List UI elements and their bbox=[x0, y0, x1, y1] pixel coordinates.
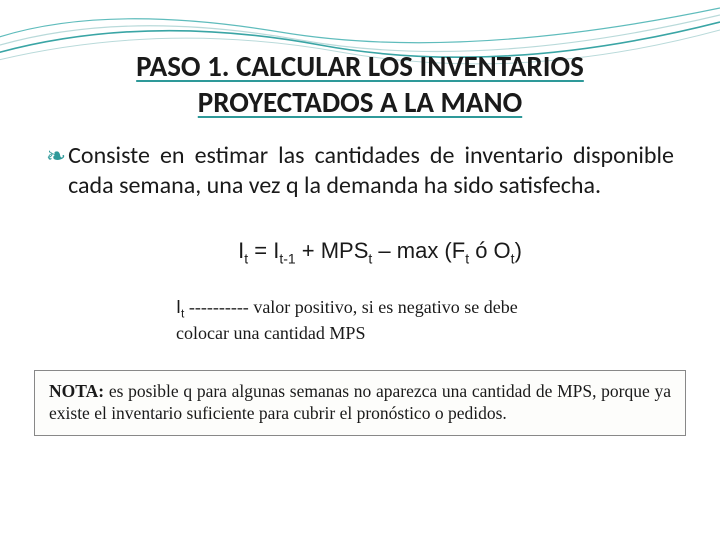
inline-note: It ---------- valor positivo, si es nega… bbox=[46, 296, 674, 344]
nota-label: NOTA: bbox=[49, 381, 104, 401]
bullet-item: ❧ Consiste en estimar las cantidades de … bbox=[46, 141, 674, 202]
formula: It = It-1 + MPSt – max (Ft ó Ot) bbox=[46, 238, 674, 266]
inline-note-symbol: It bbox=[176, 297, 184, 317]
nota-box: NOTA: es posible q para algunas semanas … bbox=[34, 370, 686, 436]
bullet-text: Consiste en estimar las cantidades de in… bbox=[68, 141, 674, 202]
slide-title: PASO 1. CALCULAR LOS INVENTARIOS PROYECT… bbox=[46, 48, 674, 121]
title-line-2: PROYECTADOS A LA MANO bbox=[198, 84, 522, 120]
bullet-marker-icon: ❧ bbox=[46, 141, 66, 172]
nota-text: NOTA: es posible q para algunas semanas … bbox=[49, 381, 671, 425]
title-line-1: PASO 1. CALCULAR LOS INVENTARIOS bbox=[136, 48, 584, 84]
slide-content: PASO 1. CALCULAR LOS INVENTARIOS PROYECT… bbox=[0, 0, 720, 456]
nota-body: es posible q para algunas semanas no apa… bbox=[49, 381, 671, 423]
inline-note-dashes: ---------- bbox=[189, 297, 249, 317]
